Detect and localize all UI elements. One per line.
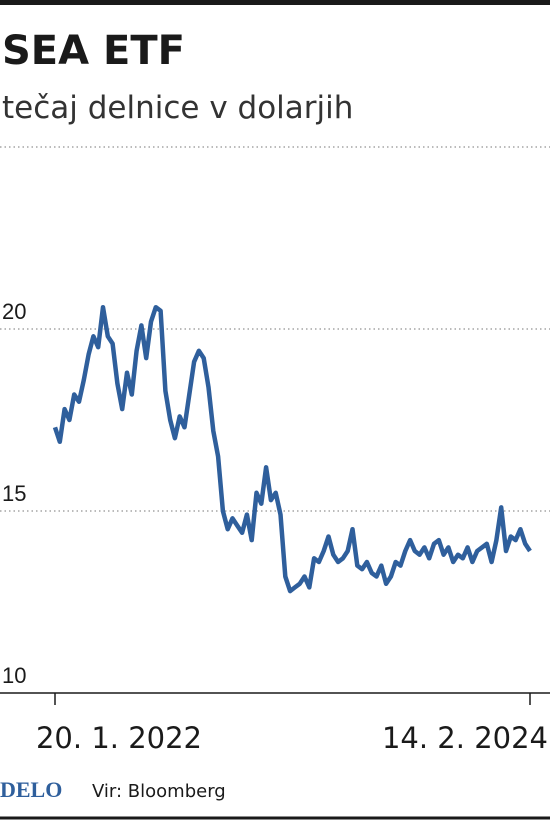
top-bar [0,0,550,5]
y-tick-label: 15 [2,481,26,506]
x-tick-label: 14. 2. 2024 [382,721,548,755]
y-tick-label: 20 [2,299,26,324]
x-tick-label: 20. 1. 2022 [36,721,202,755]
chart-title: SEA ETF [2,28,185,74]
y-tick-label: 10 [2,663,26,688]
brand: DELO [0,777,62,802]
source: Vir: Bloomberg [92,781,226,802]
price-line [52,304,532,594]
chart-subtitle: tečaj delnice v dolarjih [2,90,353,126]
